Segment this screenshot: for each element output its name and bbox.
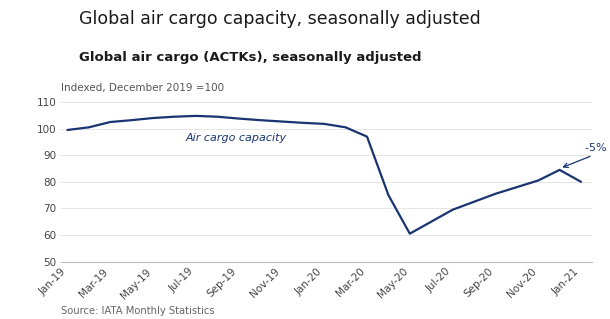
Text: -5% mom: -5% mom: [564, 143, 610, 167]
Text: Source: IATA Monthly Statistics: Source: IATA Monthly Statistics: [61, 306, 215, 316]
Text: Air cargo capacity: Air cargo capacity: [185, 133, 286, 143]
Text: Global air cargo capacity, seasonally adjusted: Global air cargo capacity, seasonally ad…: [79, 10, 481, 27]
Text: Global air cargo (ACTKs), seasonally adjusted: Global air cargo (ACTKs), seasonally adj…: [79, 51, 422, 64]
Text: Indexed, December 2019 =100: Indexed, December 2019 =100: [61, 83, 224, 93]
